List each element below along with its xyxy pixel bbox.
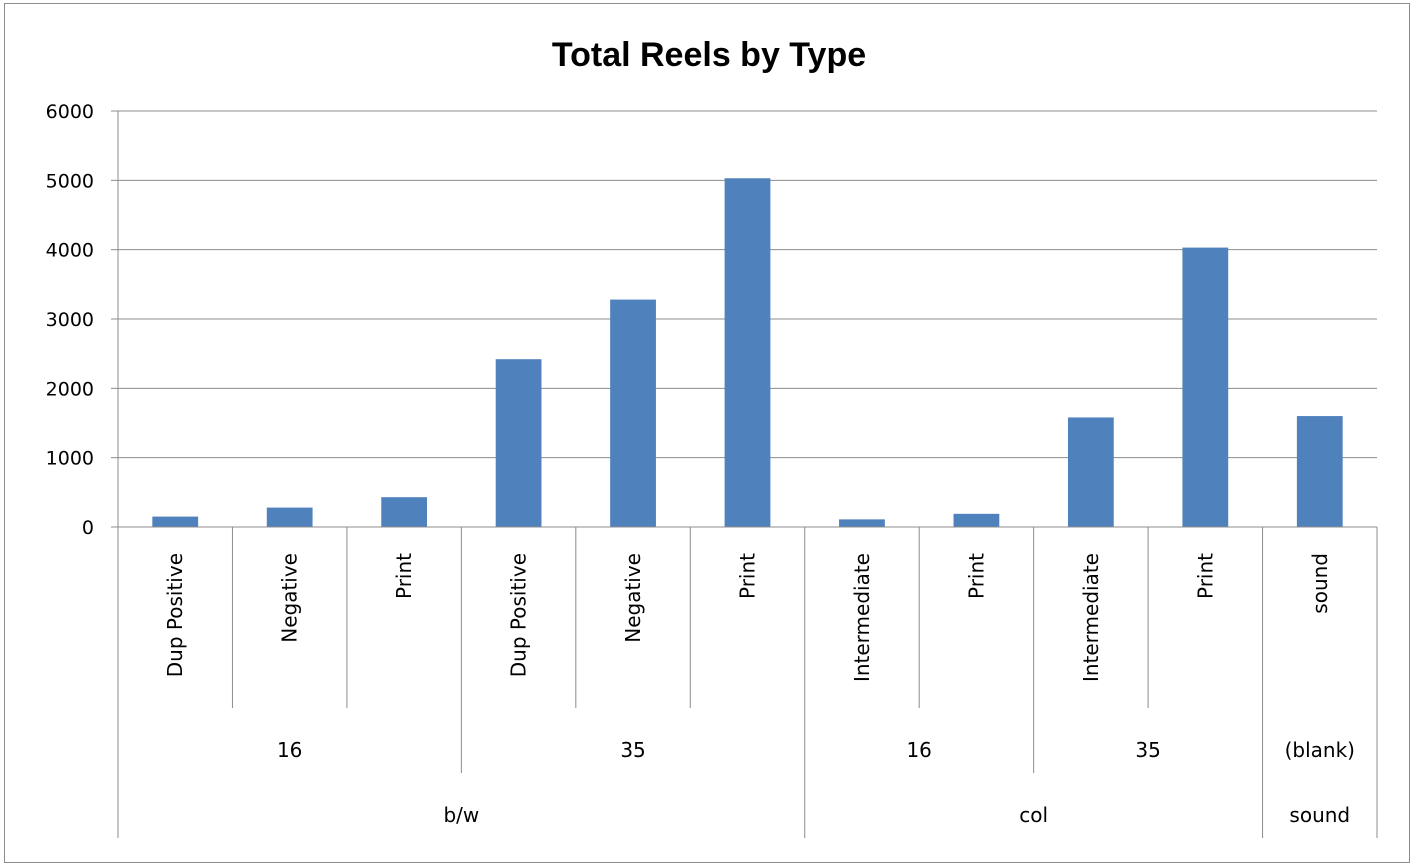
category-label: Print [736,553,760,599]
axes [117,111,1378,838]
group-level-2-label: (blank) [1285,738,1355,762]
group-level-3-label: sound [1289,803,1350,827]
group-level-3-labels: b/w col sound [443,803,1350,827]
group-level-3-label: b/w [443,803,479,827]
bar [953,513,1000,527]
category-label: Print [392,553,416,599]
group-level-2-label: 35 [620,738,645,762]
group-level-2-label: 16 [906,738,931,762]
category-label: Negative [278,553,302,643]
bar [1182,247,1229,527]
category-label: Intermediate [1079,553,1103,682]
category-label: sound [1308,553,1332,614]
bar [381,497,428,527]
bar [724,178,771,527]
chart-frame [4,3,1410,863]
bar [1067,417,1114,527]
category-labels: Dup Positive Negative Print Dup Positive Neg… [163,553,1332,682]
y-axis-ticks: 0 1000 2000 3000 4000 5000 6000 [46,101,118,539]
y-tick-label: 6000 [46,101,94,123]
y-tick-label: 4000 [46,240,94,262]
y-tick-label: 2000 [46,378,94,400]
category-label: Dup Positive [507,553,531,677]
group-level-3-label: col [1019,803,1048,827]
category-label: Print [1193,553,1217,599]
bar [1296,416,1343,527]
bar [839,519,885,527]
group-level-2-labels: 16 35 16 35 (blank) [277,738,1355,762]
category-label: Dup Positive [163,553,187,677]
group-level-2-label: 16 [277,738,302,762]
y-tick-label: 3000 [46,309,94,331]
bars [152,178,1343,527]
category-label: Print [964,553,988,599]
group-level-2-label: 35 [1135,738,1160,762]
category-label: Negative [621,553,645,643]
bar [495,359,542,527]
bar [610,299,656,527]
bar [152,516,199,527]
y-tick-label: 1000 [46,448,94,470]
category-label: Intermediate [850,553,874,682]
chart-title: Total Reels by Type [552,36,866,74]
bar [266,507,313,527]
y-tick-label: 0 [82,517,94,539]
y-tick-label: 5000 [46,170,94,192]
